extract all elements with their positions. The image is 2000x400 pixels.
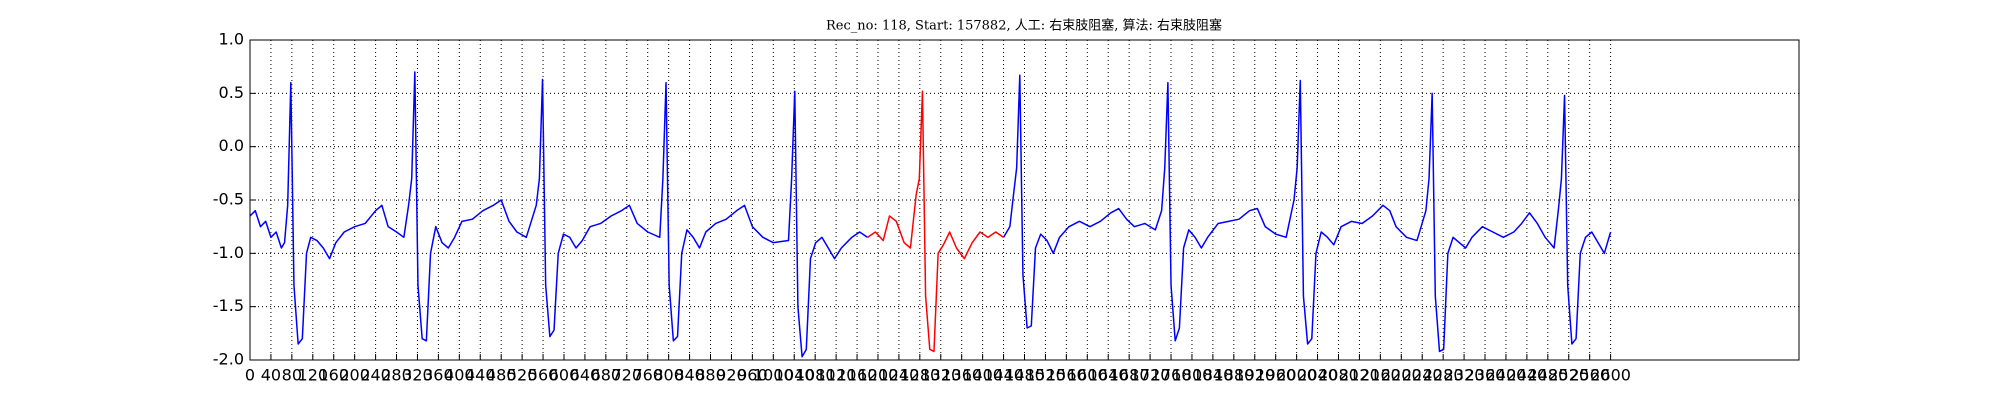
y-tick-label: -2.0 — [213, 350, 244, 369]
x-tick-label: 1360 — [941, 366, 982, 385]
x-tick-label: 0 — [245, 366, 255, 385]
x-tick-label: 640 — [570, 366, 601, 385]
x-tick-label: 320 — [402, 366, 433, 385]
y-tick-label: 0.5 — [219, 83, 244, 102]
x-tick-label: 2320 — [1444, 366, 1485, 385]
y-tick-label: -1.0 — [213, 243, 244, 262]
chart-title: Rec_no: 118, Start: 157882, 人工: 右束肢阻塞, 算… — [826, 18, 1222, 34]
x-tick-label: 1200 — [858, 366, 899, 385]
x-tick-label: 1400 — [962, 366, 1003, 385]
x-tick-label: 1760 — [1151, 366, 1192, 385]
plot-frame — [249, 39, 1800, 361]
x-tick-label: 2040 — [1297, 366, 1338, 385]
x-tick-label: 1520 — [1025, 366, 1066, 385]
signal-line — [249, 71, 868, 358]
x-tick-label: 200 — [339, 366, 370, 385]
signal-line — [867, 90, 1004, 353]
x-tick-label: 120 — [298, 366, 329, 385]
x-tick-label: 2600 — [1590, 366, 1631, 385]
x-tick-label: 1680 — [1109, 366, 1150, 385]
x-tick-label: 520 — [507, 366, 538, 385]
x-tick-label: 1240 — [879, 366, 920, 385]
x-tick-label: 560 — [528, 366, 559, 385]
x-tick-label: 2120 — [1339, 366, 1380, 385]
x-tick-label: 680 — [591, 366, 622, 385]
x-tick-label: 600 — [549, 366, 580, 385]
x-tick-label: 920 — [716, 366, 747, 385]
y-tick-label: -1.5 — [213, 296, 244, 315]
x-tick-label: 2440 — [1507, 366, 1548, 385]
x-tick-label: 440 — [465, 366, 496, 385]
x-tick-label: 2360 — [1465, 366, 1506, 385]
x-tick-label: 2400 — [1486, 366, 1527, 385]
x-tick-label: 1960 — [1255, 366, 1296, 385]
x-tick-label: 1080 — [795, 366, 836, 385]
x-tick-label: 840 — [674, 366, 705, 385]
x-tick-label: 40 — [261, 366, 281, 385]
x-tick-label: 1480 — [1004, 366, 1045, 385]
x-tick-label: 2240 — [1402, 366, 1443, 385]
x-tick-label: 2160 — [1360, 366, 1401, 385]
x-tick-label: 2560 — [1569, 366, 1610, 385]
x-tick-label: 480 — [486, 366, 517, 385]
x-tick-label: 880 — [695, 366, 726, 385]
x-tick-label: 360 — [423, 366, 454, 385]
x-tick-label: 1640 — [1088, 366, 1129, 385]
y-tick-label: 1.0 — [219, 30, 244, 49]
x-tick-label: 1800 — [1172, 366, 1213, 385]
x-tick-label: 1280 — [899, 366, 940, 385]
x-tick-label: 2280 — [1423, 366, 1464, 385]
x-tick-label: 1040 — [774, 366, 815, 385]
x-tick-label: 80 — [282, 366, 302, 385]
x-tick-label: 1880 — [1213, 366, 1254, 385]
x-tick-label: 1320 — [920, 366, 961, 385]
x-tick-label: 800 — [653, 366, 684, 385]
x-tick-label: 400 — [444, 366, 475, 385]
y-tick-label: 0.0 — [219, 136, 244, 155]
x-tick-label: 2080 — [1318, 366, 1359, 385]
signal-line — [1002, 74, 1612, 353]
x-tick-label: 280 — [381, 366, 412, 385]
x-tick-label: 240 — [360, 366, 391, 385]
x-tick-label: 960 — [737, 366, 768, 385]
x-tick-label: 1120 — [816, 366, 857, 385]
x-tick-label: 2480 — [1527, 366, 1568, 385]
x-tick-label: 760 — [632, 366, 663, 385]
x-tick-label: 1920 — [1234, 366, 1275, 385]
x-tick-label: 1840 — [1193, 366, 1234, 385]
x-tick-label: 1720 — [1130, 366, 1171, 385]
x-tick-label: 2520 — [1548, 366, 1589, 385]
x-tick-label: 1160 — [837, 366, 878, 385]
x-tick-label: 1600 — [1067, 366, 1108, 385]
y-tick-label: -0.5 — [213, 190, 244, 209]
x-tick-label: 2000 — [1276, 366, 1317, 385]
x-tick-label: 160 — [318, 366, 349, 385]
x-tick-label: 1560 — [1046, 366, 1087, 385]
x-tick-label: 2200 — [1381, 366, 1422, 385]
x-tick-label: 720 — [612, 366, 643, 385]
x-tick-label: 1000 — [753, 366, 794, 385]
x-tick-label: 1440 — [983, 366, 1024, 385]
